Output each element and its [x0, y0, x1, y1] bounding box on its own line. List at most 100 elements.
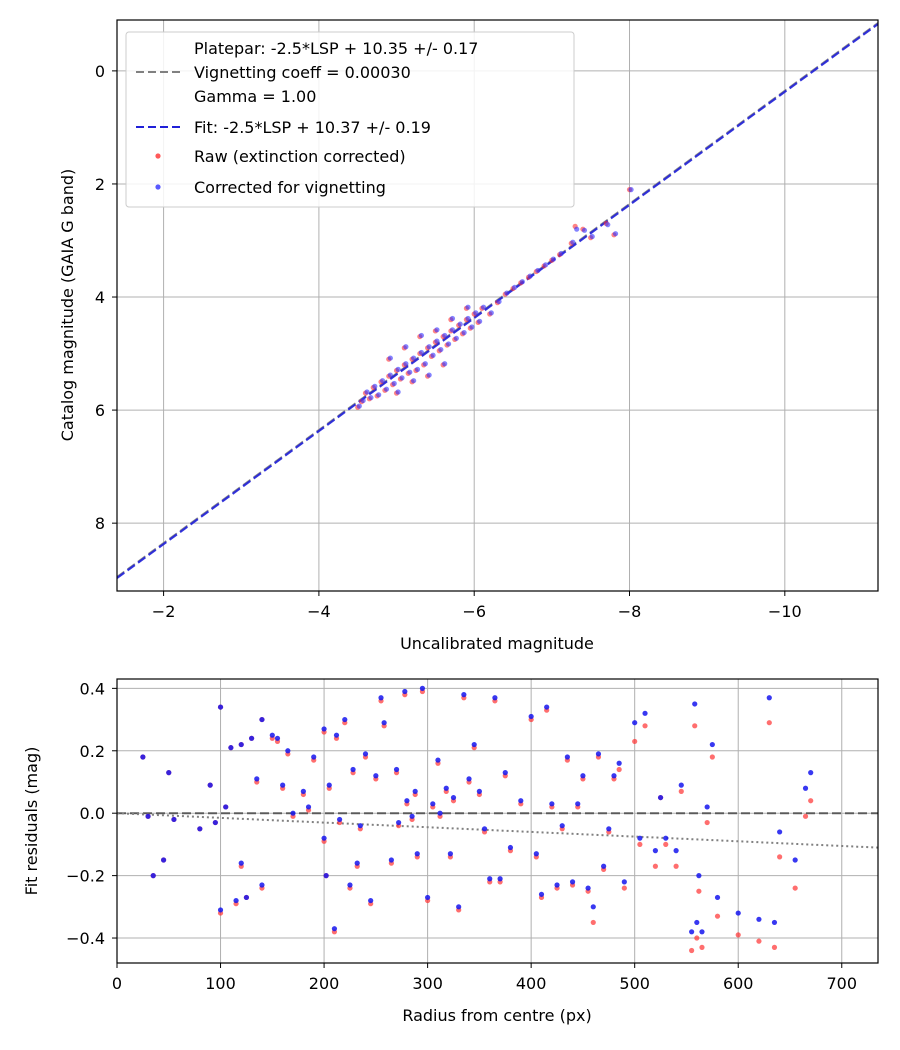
corrected-residual-point	[443, 785, 449, 791]
corrected-point	[457, 321, 463, 327]
corrected-point	[422, 361, 428, 367]
corrected-point	[469, 324, 475, 330]
corrected-residual-point	[632, 720, 638, 726]
corrected-point	[418, 349, 424, 356]
corrected-point	[383, 386, 390, 392]
corrected-residual-point	[692, 701, 698, 707]
corrected-residual-point	[461, 692, 467, 698]
legend-box	[125, 31, 575, 208]
corrected-residual-point	[735, 910, 741, 916]
residuals-axes-frame	[116, 678, 879, 964]
corrected-residual-point	[544, 704, 550, 710]
corrected-residual-point	[447, 851, 453, 857]
corrected-residual-point	[160, 857, 167, 863]
raw-residual-point	[808, 798, 814, 804]
corrected-point	[387, 372, 393, 378]
corrected-point	[496, 298, 502, 305]
residuals-y-tick-label: 0.0	[80, 804, 105, 823]
raw-residual-point	[792, 885, 798, 891]
corrected-residual-point	[402, 688, 408, 695]
raw-residual-point	[616, 766, 622, 773]
residuals-grid	[116, 679, 878, 963]
corrected-point	[543, 262, 549, 268]
corrected-point	[480, 304, 487, 310]
corrected-residual-point	[538, 891, 545, 897]
corrected-point	[574, 226, 580, 232]
corrected-residual-point	[254, 776, 260, 782]
vignetting-model-curve	[117, 812, 878, 849]
residuals-y-tick-label: 0.4	[80, 679, 105, 698]
raw-residual-point	[652, 863, 658, 869]
corrected-point	[550, 256, 557, 262]
legend-entry-label: Vignetting coeff = 0.00030	[194, 63, 411, 82]
corrected-residual-point	[373, 773, 379, 779]
corrected-residual-point	[554, 882, 560, 888]
corrected-residual-point	[171, 816, 177, 823]
residuals-x-tick-label: 300	[412, 974, 443, 993]
raw-residual-point	[777, 854, 783, 860]
corrected-point	[504, 290, 510, 296]
corrected-residual-point	[714, 894, 721, 901]
corrected-residual-point	[145, 813, 151, 819]
corrected-residual-point	[300, 788, 306, 794]
corrected-point	[527, 273, 533, 279]
corrected-point	[411, 355, 417, 361]
residuals-chart: 0 100 200 300 400 500 600 700−0.4−0.20.00.20.4 …	[22, 678, 879, 1025]
corrected-point	[426, 344, 432, 350]
corrected-residual-point	[388, 857, 394, 863]
corrected-residual-point	[331, 926, 338, 932]
calibration-x-label: Uncalibrated magnitude	[400, 634, 594, 653]
legend-entry-label: Raw (extinction corrected)	[194, 147, 406, 166]
residuals-x-tick-label: 600	[723, 974, 754, 993]
corrected-point	[581, 227, 588, 233]
corrected-residual-point	[569, 879, 576, 885]
corrected-residual-point	[621, 879, 627, 885]
raw-residual-point	[699, 944, 705, 950]
raw-residual-point	[632, 738, 638, 745]
corrected-point	[391, 380, 397, 387]
corrected-residual-point	[166, 770, 172, 776]
corrected-point	[449, 327, 456, 333]
corrected-residual-point	[637, 835, 643, 841]
corrected-residual-point	[575, 801, 581, 807]
corrected-point	[434, 338, 440, 344]
corrected-residual-point	[642, 710, 648, 716]
corrected-residual-point	[766, 695, 772, 701]
corrected-point	[449, 315, 456, 322]
residuals-ticks: 0 100 200 300 400 500 600 700 −0.4 −0.2 0.0 0.2 0.4	[66, 679, 857, 993]
corrected-point	[411, 378, 417, 384]
raw-residual-point	[689, 947, 695, 954]
corrected-residual-point	[290, 810, 296, 816]
calibration-y-label: Catalog magnitude (GAIA G band)	[58, 169, 77, 441]
residuals-x-tick-label: 400	[516, 974, 547, 993]
corrected-residual-point	[140, 754, 146, 760]
calibration-y-tick-label: 6	[95, 401, 105, 420]
corrected-residual-point	[450, 794, 457, 801]
corrected-residual-point	[663, 835, 669, 841]
corrected-residual-point	[673, 848, 679, 854]
corrected-point	[376, 392, 382, 398]
corrected-point	[511, 284, 518, 291]
corrected-residual-point	[321, 726, 327, 732]
legend-marker-swatch	[155, 153, 161, 159]
corrected-residual-point	[259, 882, 265, 888]
corrected-residual-point	[350, 766, 356, 773]
raw-residual-point	[590, 919, 596, 926]
corrected-point	[430, 352, 436, 358]
residuals-x-tick-label: 500	[619, 974, 650, 993]
raw-residual-point	[709, 754, 715, 760]
corrected-residual-point	[150, 873, 156, 879]
residuals-x-tick-label: 0	[112, 974, 122, 993]
corrected-residual-point	[777, 829, 783, 835]
corrected-point	[360, 397, 366, 404]
calibration-x-tick-label: −8	[618, 602, 642, 621]
corrected-residual-point	[354, 860, 360, 866]
corrected-residual-point	[323, 873, 329, 879]
corrected-residual-point	[342, 716, 348, 723]
corrected-point	[434, 327, 440, 333]
raw-residual-point	[696, 888, 702, 894]
corrected-residual-point	[590, 904, 596, 910]
corrected-point	[399, 375, 405, 381]
